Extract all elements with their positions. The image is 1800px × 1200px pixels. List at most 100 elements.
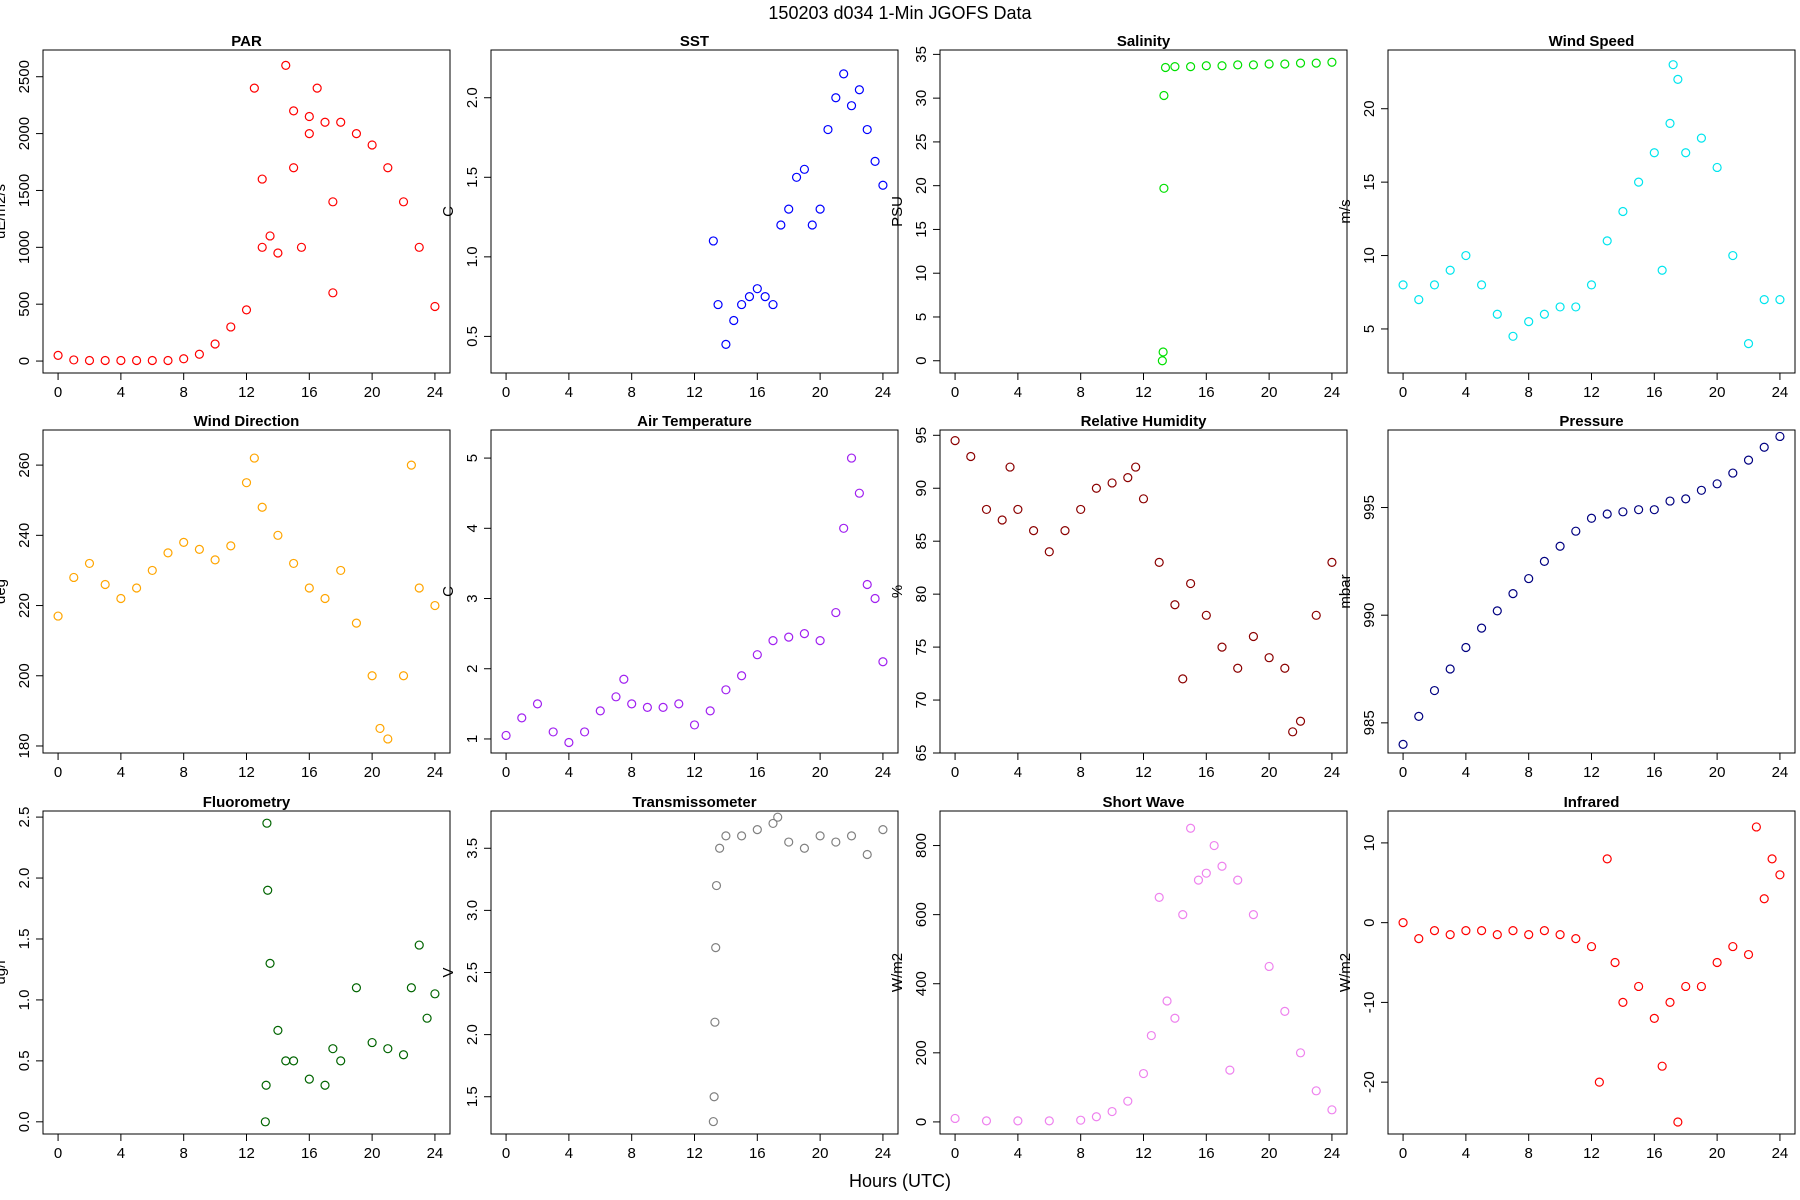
data-point [1461,642,1471,653]
data-point [1728,941,1738,952]
data-point [273,1025,283,1035]
data-point [1728,468,1738,478]
data-point [1146,1030,1156,1041]
data-point [320,593,330,604]
x-tick-label: 0 [951,764,959,781]
x-tick-label: 16 [749,1145,766,1162]
data-point [1028,526,1039,536]
data-point [1665,997,1675,1008]
data-point [1248,60,1259,70]
data-point [854,488,864,498]
data-point [1311,610,1321,620]
data-point [1461,926,1471,936]
data-point [249,83,259,93]
x-tick-label: 0 [54,384,62,401]
data-point [705,706,715,716]
data-point [281,60,291,70]
panel-title: PAR [231,33,262,50]
data-point [1414,934,1424,944]
data-point [1154,892,1164,902]
data-point [1327,1105,1337,1115]
data-point [84,355,95,366]
x-tick-label: 12 [238,764,255,781]
data-point [304,583,314,593]
plot-frame [1387,49,1796,374]
data-point [1681,981,1691,992]
data-point [1159,183,1169,193]
y-tick-label: 985 [1361,710,1378,735]
y-tick-label: 1 [464,735,481,743]
data-point [839,523,849,533]
y-axis-label: PSU [889,196,906,227]
data-point [1138,1068,1149,1079]
data-point [619,674,629,684]
data-point [289,558,299,569]
plot-frame [490,429,899,754]
data-point [1775,294,1785,305]
data-point [1225,1065,1235,1075]
x-tick-label: 24 [427,384,444,401]
data-point [878,657,888,667]
y-tick-label: -10 [1361,992,1378,1014]
data-point [1157,356,1167,366]
y-axis-label: % [889,585,906,598]
y-tick-label: 20 [1361,100,1378,117]
data-point [422,1013,432,1023]
data-point [839,69,849,79]
data-point [1618,507,1628,517]
data-point [721,685,731,695]
y-tick-label: 1.5 [464,1086,481,1107]
data-point [1154,557,1164,567]
x-tick-label: 20 [364,764,381,781]
data-point [709,1092,719,1102]
x-tick-label: 4 [565,384,573,401]
data-point [1571,526,1581,536]
data-point [1264,961,1274,972]
y-tick-label: 70 [913,692,930,709]
data-point [1186,823,1196,833]
x-tick-label: 4 [117,384,125,401]
x-tick-label: 4 [117,764,125,781]
plot-frame [939,49,1348,374]
x-tick-label: 12 [1583,1145,1600,1162]
panel-title: Pressure [1559,413,1623,430]
x-tick-label: 12 [1135,1145,1152,1162]
x-tick-label: 0 [502,1145,510,1162]
data-point [241,478,252,488]
data-point [1681,494,1691,504]
data-point [1524,573,1534,584]
data-point [1649,505,1659,515]
plot-frame [490,49,899,374]
data-point [1091,1112,1101,1122]
data-point [1193,875,1204,885]
data-point [1295,1048,1306,1058]
data-point [304,111,314,122]
data-point [131,355,142,366]
data-point [1280,663,1290,673]
x-tick-label: 20 [1261,384,1278,401]
data-point [1159,90,1169,101]
x-tick-label: 12 [1583,384,1600,401]
y-tick-label: 2.0 [16,868,33,889]
y-tick-label: 2500 [16,60,33,93]
data-point [265,231,275,241]
x-tick-label: 24 [875,764,892,781]
y-tick-label: 260 [16,453,33,478]
data-point [351,128,362,139]
y-tick-label: 0.5 [464,326,481,347]
data-point [289,1056,299,1066]
data-point [1091,483,1101,493]
x-tick-label: 12 [1135,764,1152,781]
y-tick-label: 10 [913,265,930,282]
y-axis-label: C [440,206,457,217]
data-point [1476,926,1487,936]
data-point [406,460,416,470]
y-tick-label: 25 [913,134,930,151]
data-point [383,1044,393,1054]
data-point [1602,854,1612,864]
x-tick-label: 4 [117,1145,125,1162]
data-point [1696,981,1707,992]
x-tick-label: 20 [812,384,829,401]
